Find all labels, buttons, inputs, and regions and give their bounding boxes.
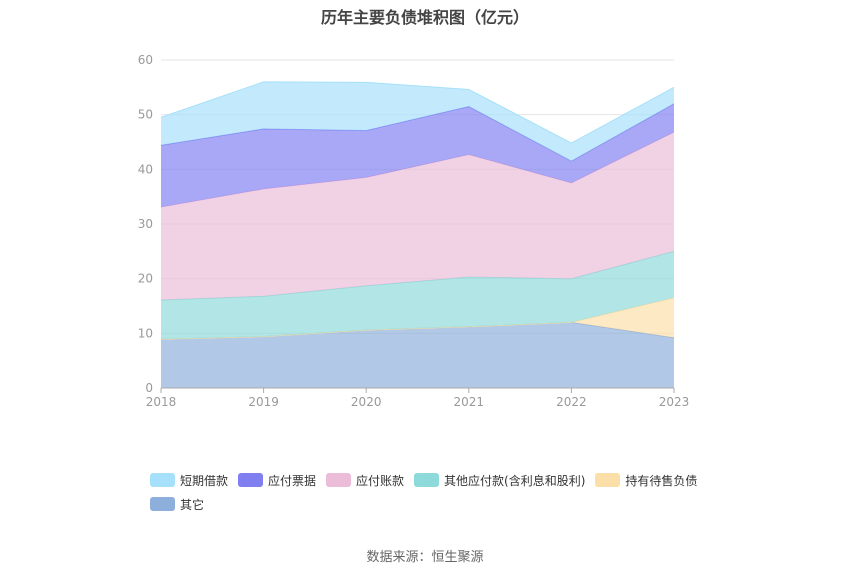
legend-label: 其它 xyxy=(180,497,205,512)
legend-swatch xyxy=(238,473,264,487)
legend-label: 其他应付款(含利息和股利) xyxy=(444,473,586,488)
legend-swatch xyxy=(150,473,175,487)
legend-item[interactable]: 短期借款 xyxy=(150,472,228,488)
y-tick-label: 0 xyxy=(145,381,153,395)
series-line xyxy=(160,81,675,144)
legend-item[interactable]: 其它 xyxy=(150,496,204,512)
y-tick-label: 50 xyxy=(138,108,153,122)
legend-swatch xyxy=(595,473,621,487)
legend-item[interactable]: 应付账款 xyxy=(326,472,404,488)
x-tick-label: 2022 xyxy=(556,395,587,409)
legend-item[interactable]: 应付票据 xyxy=(238,472,316,488)
area-series[interactable] xyxy=(161,322,674,388)
x-tick-label: 2021 xyxy=(454,395,485,409)
legend-swatch xyxy=(326,473,352,487)
legend-label: 短期借款 xyxy=(180,473,229,488)
area-series[interactable] xyxy=(161,251,674,340)
y-tick-label: 20 xyxy=(138,272,153,286)
y-tick-label: 30 xyxy=(138,217,153,231)
y-tick-label: 40 xyxy=(138,162,153,176)
stacked-area-chart: 0 10 20 30 40 50 60 2018 2019 2020 2021 2022 2023 xyxy=(138,53,690,409)
legend-label: 应付账款 xyxy=(356,473,405,488)
legend-swatch xyxy=(414,473,440,487)
legend-item[interactable]: 其他应付款(含利息和股利) xyxy=(414,472,585,488)
x-tick-label: 2023 xyxy=(659,395,690,409)
legend-swatch xyxy=(150,497,175,511)
x-tick-label: 2018 xyxy=(146,395,177,409)
area-series[interactable] xyxy=(161,132,674,300)
legend-label: 应付票据 xyxy=(268,473,317,488)
legend-item[interactable]: 持有待售负债 xyxy=(595,472,697,488)
x-tick-label: 2019 xyxy=(248,395,279,409)
y-tick-label: 60 xyxy=(138,53,153,67)
x-tick-label: 2020 xyxy=(351,395,382,409)
area-series[interactable] xyxy=(161,81,674,162)
legend-label: 持有待售负债 xyxy=(625,473,698,488)
chart-title: 历年主要负债堆积图（亿元） xyxy=(320,8,529,27)
chart-legend: 短期借款 应付票据 应付账款 其他应付款(含利息和股利) 持有待售负债其它 xyxy=(150,472,750,512)
data-source: 数据来源：恒生聚源 xyxy=(366,550,484,565)
y-tick-label: 10 xyxy=(138,326,153,340)
